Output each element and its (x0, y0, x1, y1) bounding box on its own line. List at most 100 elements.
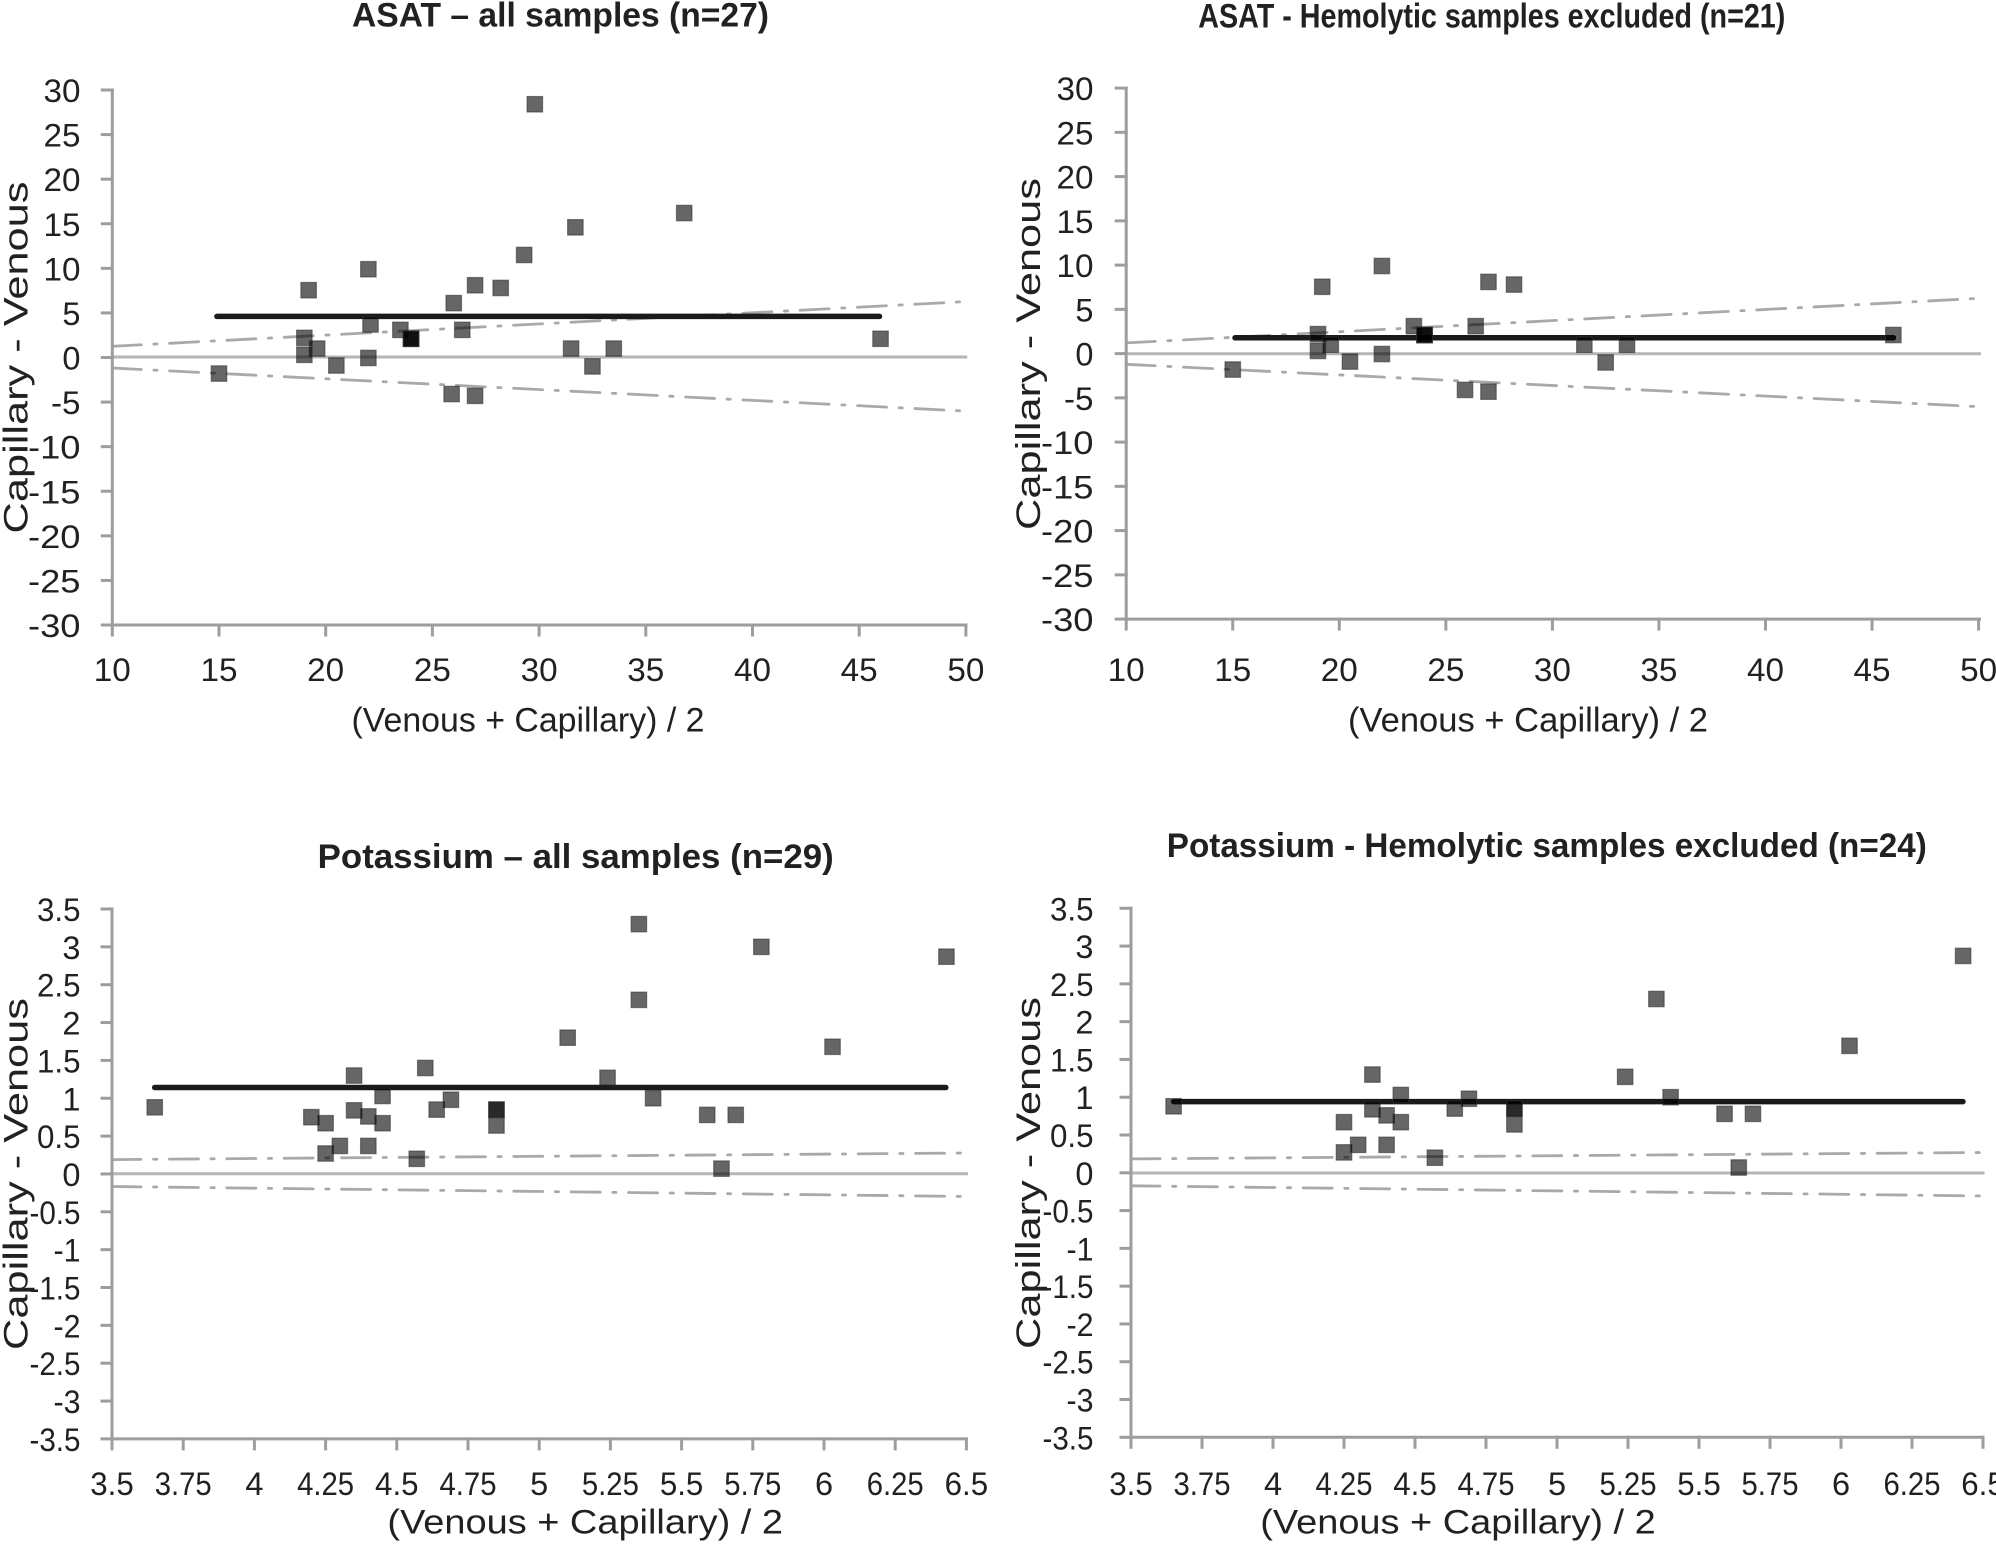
svg-text:-5: -5 (51, 385, 81, 421)
svg-text:-2.5: -2.5 (30, 1346, 81, 1382)
svg-text:25: 25 (1427, 652, 1464, 688)
svg-text:3.5: 3.5 (90, 1466, 134, 1502)
svg-text:30: 30 (44, 73, 81, 109)
svg-text:15: 15 (44, 207, 81, 243)
svg-text:15: 15 (1057, 204, 1094, 240)
svg-text:4.25: 4.25 (297, 1466, 354, 1502)
svg-text:-1: -1 (54, 1233, 81, 1269)
svg-text:5.25: 5.25 (582, 1466, 639, 1502)
svg-text:-30: -30 (1041, 602, 1094, 638)
svg-text:15: 15 (201, 652, 238, 688)
svg-text:30: 30 (521, 652, 558, 688)
svg-text:6: 6 (815, 1466, 833, 1502)
svg-text:-5: -5 (1064, 381, 1094, 417)
svg-text:-3.5: -3.5 (1043, 1420, 1094, 1456)
svg-text:0: 0 (62, 1157, 80, 1193)
svg-text:5: 5 (1548, 1466, 1566, 1502)
svg-text:-3.5: -3.5 (30, 1422, 81, 1458)
svg-text:5.75: 5.75 (724, 1466, 781, 1502)
svg-text:2: 2 (62, 1006, 80, 1042)
svg-text:25: 25 (414, 652, 451, 688)
svg-text:2: 2 (1075, 1005, 1093, 1041)
svg-text:45: 45 (841, 652, 878, 688)
svg-text:4: 4 (245, 1466, 263, 1502)
svg-text:5.25: 5.25 (1600, 1466, 1657, 1502)
svg-text:5.5: 5.5 (660, 1466, 704, 1502)
svg-text:-1.5: -1.5 (1043, 1269, 1094, 1305)
svg-text:45: 45 (1854, 652, 1891, 688)
svg-text:0: 0 (1075, 1156, 1093, 1192)
svg-text:1: 1 (1075, 1080, 1093, 1116)
svg-text:5: 5 (62, 296, 80, 332)
svg-text:30: 30 (1534, 652, 1571, 688)
svg-text:Capillary - Venous: Capillary - Venous (1010, 997, 1048, 1349)
svg-text:3.5: 3.5 (1050, 891, 1094, 927)
svg-text:ASAT - Hemolytic samples exclu: ASAT - Hemolytic samples excluded (n=21) (1198, 0, 1785, 36)
svg-text:50: 50 (947, 652, 984, 688)
svg-text:-0.5: -0.5 (1043, 1194, 1094, 1230)
svg-text:5.5: 5.5 (1677, 1466, 1721, 1502)
svg-text:35: 35 (1640, 652, 1677, 688)
svg-text:6.5: 6.5 (945, 1466, 989, 1502)
svg-text:20: 20 (1057, 160, 1094, 196)
svg-text:(Venous + Capillary) / 2: (Venous + Capillary) / 2 (1348, 702, 1708, 740)
svg-text:2.5: 2.5 (1050, 967, 1094, 1003)
svg-text:0: 0 (62, 341, 80, 377)
svg-text:-15: -15 (1041, 469, 1094, 505)
svg-text:20: 20 (44, 162, 81, 198)
svg-text:-0.5: -0.5 (30, 1195, 81, 1231)
svg-text:1: 1 (62, 1081, 80, 1117)
svg-text:-1.5: -1.5 (30, 1271, 81, 1307)
svg-text:15: 15 (1214, 652, 1251, 688)
svg-text:10: 10 (94, 652, 131, 688)
svg-text:-15: -15 (28, 474, 81, 510)
svg-text:-3: -3 (54, 1384, 81, 1420)
svg-text:4.5: 4.5 (1393, 1466, 1437, 1502)
svg-text:-25: -25 (28, 563, 81, 599)
svg-text:35: 35 (627, 652, 664, 688)
svg-text:6.5: 6.5 (1961, 1466, 1996, 1502)
svg-text:30: 30 (1057, 71, 1094, 107)
svg-text:-10: -10 (28, 430, 81, 466)
svg-text:4: 4 (1264, 1466, 1282, 1502)
svg-text:10: 10 (1057, 248, 1094, 284)
svg-text:5: 5 (530, 1466, 548, 1502)
svg-text:(Venous + Capillary) / 2: (Venous + Capillary) / 2 (1260, 1503, 1656, 1541)
svg-text:ASAT – all samples (n=27): ASAT – all samples (n=27) (352, 0, 769, 35)
svg-text:-30: -30 (28, 608, 81, 644)
svg-text:Capillary - Venous: Capillary - Venous (0, 182, 36, 534)
svg-text:-1: -1 (1067, 1231, 1094, 1267)
svg-text:5: 5 (1075, 292, 1093, 328)
svg-text:Capillary - Venous: Capillary - Venous (0, 998, 36, 1350)
svg-text:Capillary - Venous: Capillary - Venous (1010, 178, 1048, 530)
svg-text:3: 3 (62, 930, 80, 966)
svg-text:6: 6 (1832, 1466, 1850, 1502)
svg-text:-20: -20 (28, 519, 81, 555)
svg-text:4.75: 4.75 (1458, 1466, 1515, 1502)
svg-text:0.5: 0.5 (1050, 1118, 1094, 1154)
svg-text:-2.5: -2.5 (1043, 1345, 1094, 1381)
svg-text:1.5: 1.5 (1050, 1042, 1094, 1078)
svg-text:6.25: 6.25 (1884, 1466, 1941, 1502)
svg-text:-3: -3 (1067, 1383, 1094, 1419)
svg-text:3.5: 3.5 (1109, 1466, 1153, 1502)
svg-text:3.75: 3.75 (155, 1466, 212, 1502)
svg-text:20: 20 (307, 652, 344, 688)
svg-text:-2: -2 (1067, 1307, 1094, 1343)
svg-text:(Venous + Capillary) / 2: (Venous + Capillary) / 2 (352, 702, 705, 740)
svg-text:-20: -20 (1041, 514, 1094, 550)
svg-text:25: 25 (1057, 115, 1094, 151)
svg-text:10: 10 (1108, 652, 1145, 688)
svg-text:6.25: 6.25 (867, 1466, 924, 1502)
svg-text:4.25: 4.25 (1316, 1466, 1373, 1502)
svg-text:3.5: 3.5 (37, 892, 81, 928)
svg-text:2.5: 2.5 (37, 968, 81, 1004)
svg-text:20: 20 (1321, 652, 1358, 688)
svg-text:50: 50 (1960, 652, 1996, 688)
svg-text:5.75: 5.75 (1742, 1466, 1799, 1502)
svg-text:-2: -2 (54, 1308, 81, 1344)
svg-text:10: 10 (44, 251, 81, 287)
svg-text:-25: -25 (1041, 558, 1094, 594)
svg-text:4.5: 4.5 (375, 1466, 419, 1502)
svg-text:Potassium - Hemolytic samples: Potassium - Hemolytic samples excluded (… (1167, 827, 1927, 865)
